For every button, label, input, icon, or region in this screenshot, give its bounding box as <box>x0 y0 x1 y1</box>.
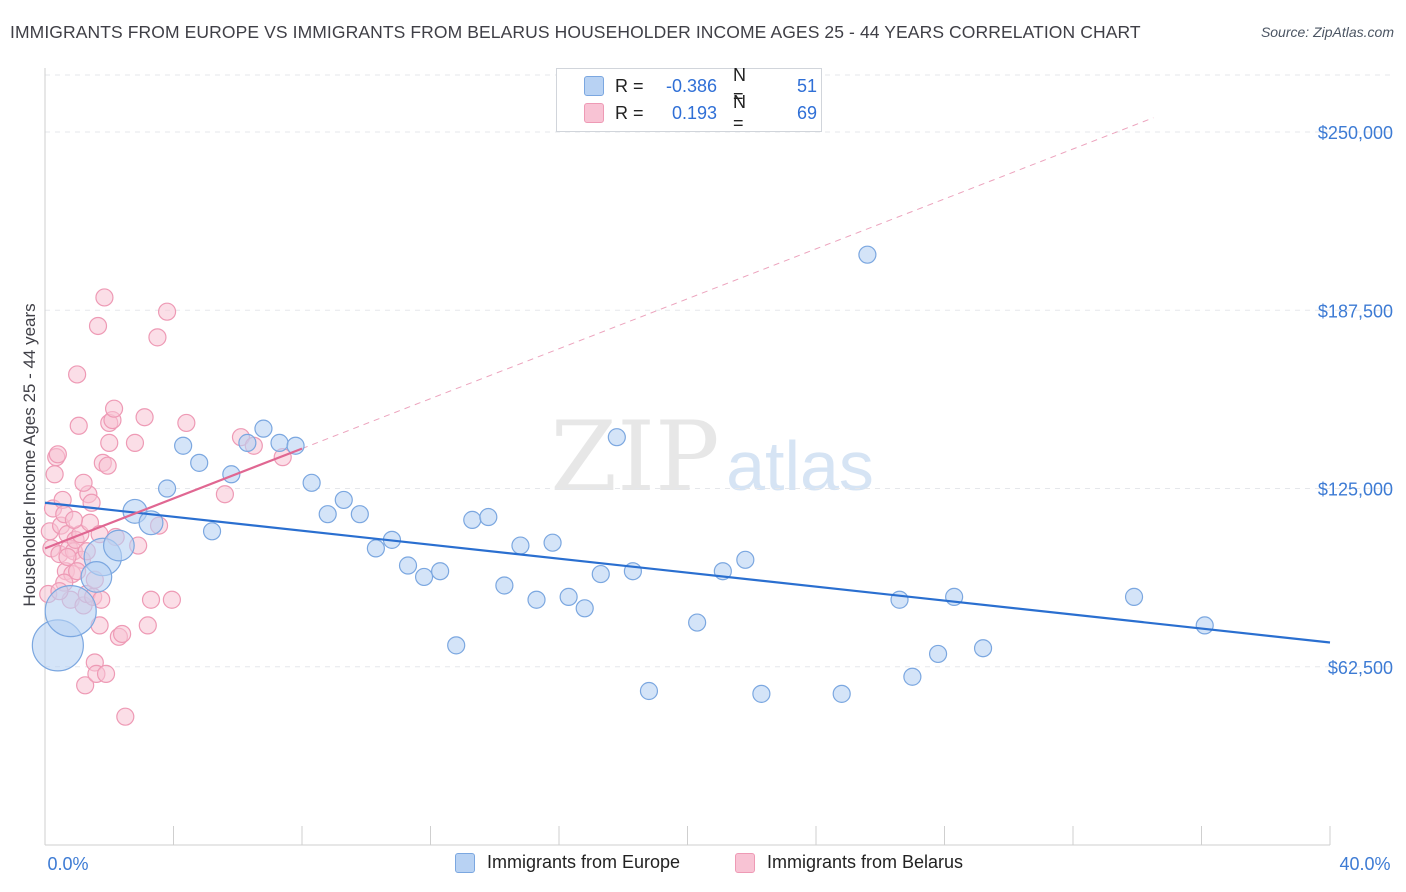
x-tick-label: 0.0% <box>47 854 88 874</box>
europe-point <box>973 639 993 658</box>
europe-point <box>414 567 434 587</box>
europe-point <box>254 419 273 438</box>
belarus-trend-line <box>44 447 303 550</box>
belarus-point <box>157 302 177 321</box>
europe-point <box>270 433 289 452</box>
belarus-point <box>76 676 95 695</box>
europe-point <box>752 684 771 703</box>
belarus-n-value: 69 <box>797 102 818 123</box>
belarus-point <box>100 433 119 452</box>
belarus-point <box>112 624 132 644</box>
europe-point <box>302 473 321 492</box>
watermark-zip: ZIP <box>550 401 719 513</box>
europe-point <box>366 539 385 558</box>
europe-point <box>431 562 450 581</box>
belarus-point <box>116 707 135 726</box>
europe-n-label: N = <box>733 65 746 106</box>
europe-point <box>1124 587 1144 606</box>
europe-point <box>479 507 498 527</box>
belarus-point <box>64 510 84 529</box>
europe-point <box>44 585 97 638</box>
europe-point <box>238 433 257 452</box>
europe-point <box>174 436 193 455</box>
belarus-point <box>74 473 93 492</box>
europe-point <box>190 453 209 472</box>
belarus-point <box>138 616 157 635</box>
europe-point <box>890 590 909 609</box>
europe-point <box>591 564 610 584</box>
source-label: Source: ZipAtlas.com <box>1260 24 1394 40</box>
europe-r-label: R = <box>615 75 644 96</box>
belarus-point <box>215 485 234 504</box>
belarus-point <box>104 399 124 418</box>
belarus-point <box>125 433 145 452</box>
europe-point <box>398 556 418 575</box>
y-tick-label: $250,000 <box>1318 123 1393 143</box>
belarus-point <box>68 365 87 384</box>
europe-point <box>607 428 626 447</box>
europe-trend-line <box>44 501 1331 644</box>
europe-point <box>350 505 369 524</box>
series-legend: Immigrants from Europe Immigrants from B… <box>0 852 1406 876</box>
europe-point <box>138 510 164 536</box>
europe-point <box>102 529 135 562</box>
belarus-legend-label: Immigrants from Belarus <box>767 852 964 872</box>
europe-point <box>903 667 922 686</box>
europe-point <box>157 479 177 498</box>
belarus-point <box>58 547 77 567</box>
europe-point <box>736 550 755 569</box>
belarus-point <box>141 590 161 609</box>
belarus-point <box>88 316 108 336</box>
europe-point <box>832 684 851 703</box>
belarus-swatch <box>584 103 604 123</box>
chart-title: IMMIGRANTS FROM EUROPE VS IMMIGRANTS FRO… <box>10 22 1141 42</box>
europe-point <box>639 681 659 701</box>
europe-point <box>463 510 482 529</box>
belarus-point <box>48 445 67 464</box>
x-tick-label: 40.0% <box>1339 854 1390 874</box>
correlation-legend: R = -0.386 N = 51 R = 0.193 N = 69 <box>556 65 822 133</box>
watermark-atlas: atlas <box>726 427 874 505</box>
europe-point <box>202 522 222 541</box>
belarus-point <box>96 664 116 683</box>
europe-point <box>575 599 594 618</box>
europe-legend-swatch <box>455 852 475 873</box>
belarus-point <box>95 288 114 307</box>
belarus-point <box>98 456 117 475</box>
europe-legend-label: Immigrants from Europe <box>487 852 681 872</box>
europe-point <box>559 587 578 606</box>
belarus-point <box>148 328 167 347</box>
europe-point <box>334 490 353 510</box>
europe-point <box>80 561 113 593</box>
belarus-r-value: 0.193 <box>671 102 717 123</box>
europe-point <box>1195 616 1214 635</box>
europe-point <box>543 533 562 552</box>
legend-item-belarus[interactable]: Immigrants from Belarus <box>735 852 963 873</box>
belarus-legend-swatch <box>735 852 755 873</box>
belarus-point <box>45 465 64 484</box>
europe-point <box>495 576 514 595</box>
y-tick-label: $187,500 <box>1318 301 1393 321</box>
belarus-n-label: N = <box>733 92 746 133</box>
europe-point <box>928 644 948 664</box>
belarus-point <box>69 416 88 435</box>
y-tick-label: $125,000 <box>1318 480 1393 500</box>
europe-point <box>447 636 466 655</box>
belarus-r-label: R = <box>615 102 644 123</box>
europe-n-value: 51 <box>797 75 818 96</box>
europe-point <box>527 590 546 609</box>
europe-r-value: -0.386 <box>665 75 717 96</box>
belarus-point <box>177 413 196 433</box>
legend-item-europe[interactable]: Immigrants from Europe <box>455 852 680 873</box>
europe-point <box>511 536 530 555</box>
europe-point <box>858 245 877 264</box>
europe-swatch <box>584 76 604 96</box>
belarus-point <box>135 408 154 427</box>
europe-point <box>688 613 707 632</box>
belarus-trend-extension <box>301 117 1154 450</box>
europe-point <box>318 505 337 524</box>
y-tick-label: $62,500 <box>1328 658 1393 678</box>
belarus-point <box>162 590 181 609</box>
